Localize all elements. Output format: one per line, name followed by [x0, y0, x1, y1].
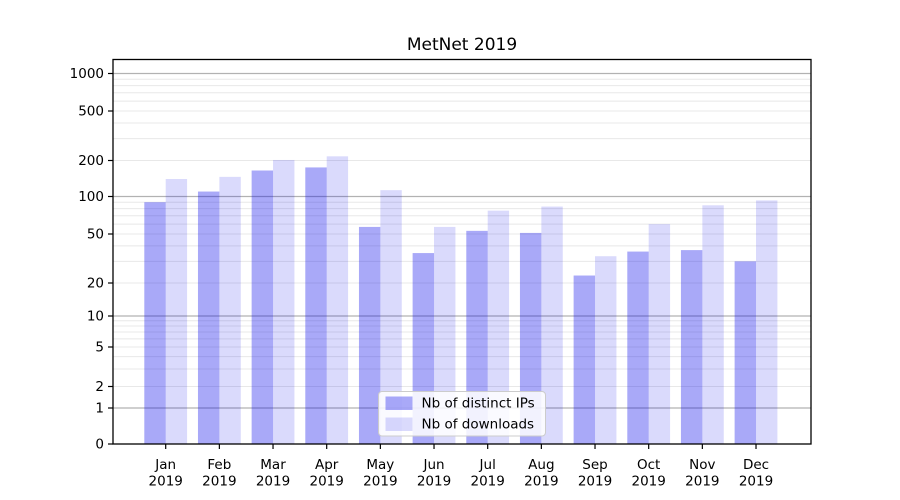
y-tick-label-1000: 1000 [70, 66, 104, 82]
legend-swatch-downloads [385, 417, 413, 431]
x-tick-label-mar: Mar [260, 457, 286, 473]
legend-label-distinct-ips: Nb of distinct IPs [422, 396, 535, 412]
y-tick-label-1: 1 [95, 401, 104, 417]
x-tick-label-may: May [366, 457, 394, 473]
bar-may-downloads [380, 190, 402, 444]
y-tick-label-500: 500 [78, 104, 104, 120]
y-tick-label-200: 200 [78, 153, 104, 169]
x-tick-year-aug: 2019 [524, 474, 558, 490]
axes-layer [108, 58, 812, 449]
x-tick-year-dec: 2019 [739, 474, 773, 490]
legend-label-downloads: Nb of downloads [422, 417, 535, 433]
bar-jun-downloads [434, 226, 456, 444]
bar-apr-downloads [326, 156, 349, 444]
x-tick-year-apr: 2019 [310, 474, 344, 490]
bar-nov-distinct-ips [680, 250, 703, 444]
x-tick-label-sep: Sep [582, 457, 607, 473]
legend: Nb of distinct IPs Nb of downloads [378, 391, 546, 437]
x-tick-label-jan: Jan [154, 457, 176, 473]
bar-apr-distinct-ips [305, 167, 327, 444]
x-tick-year-oct: 2019 [632, 474, 666, 490]
tick-labels-layer: 01251020501002005001000Jan2019Feb2019Mar… [70, 66, 774, 490]
bar-dec-distinct-ips [734, 261, 757, 444]
y-tick-label-100: 100 [78, 189, 104, 205]
bar-oct-downloads [648, 224, 671, 444]
bar-dec-downloads [756, 200, 778, 444]
bar-jul-distinct-ips [466, 230, 488, 444]
x-tick-year-nov: 2019 [685, 474, 719, 490]
chart-title: MetNet 2019 [407, 35, 517, 55]
x-tick-label-aug: Aug [528, 457, 554, 473]
bar-oct-distinct-ips [627, 251, 649, 444]
bar-mar-downloads [273, 159, 295, 444]
x-tick-year-mar: 2019 [256, 474, 290, 490]
bars-layer [144, 156, 778, 445]
y-tick-label-50: 50 [87, 227, 104, 243]
x-tick-label-feb: Feb [207, 457, 231, 473]
x-tick-label-dec: Dec [743, 457, 769, 473]
x-tick-label-jul: Jul [479, 457, 496, 473]
x-tick-year-jul: 2019 [471, 474, 505, 490]
bar-sep-distinct-ips [573, 275, 596, 444]
y-tick-label-0: 0 [95, 437, 104, 453]
legend-box [378, 391, 546, 437]
x-tick-label-oct: Oct [637, 457, 660, 473]
x-tick-label-apr: Apr [315, 457, 339, 473]
bar-sep-downloads [595, 256, 617, 444]
bar-mar-distinct-ips [251, 170, 274, 445]
x-tick-label-nov: Nov [689, 457, 715, 473]
bar-jan-distinct-ips [144, 202, 166, 444]
x-tick-year-jun: 2019 [417, 474, 451, 490]
x-tick-label-jun: Jun [422, 457, 444, 473]
y-tick-label-20: 20 [87, 276, 104, 292]
legend-swatch-distinct-ips [385, 396, 413, 410]
plot-border [112, 58, 812, 445]
bar-jan-downloads [165, 179, 188, 444]
y-tick-label-10: 10 [87, 309, 104, 325]
bar-jul-downloads [487, 210, 510, 444]
y-tick-label-5: 5 [95, 340, 104, 356]
y-tick-label-2: 2 [95, 379, 104, 395]
bar-may-distinct-ips [358, 226, 381, 444]
x-tick-year-sep: 2019 [578, 474, 612, 490]
bar-feb-downloads [219, 176, 241, 444]
bar-feb-distinct-ips [197, 191, 220, 444]
bar-nov-downloads [702, 205, 724, 444]
x-tick-year-jan: 2019 [149, 474, 183, 490]
x-tick-year-may: 2019 [363, 474, 397, 490]
bar-aug-downloads [541, 206, 563, 444]
x-tick-year-feb: 2019 [202, 474, 236, 490]
